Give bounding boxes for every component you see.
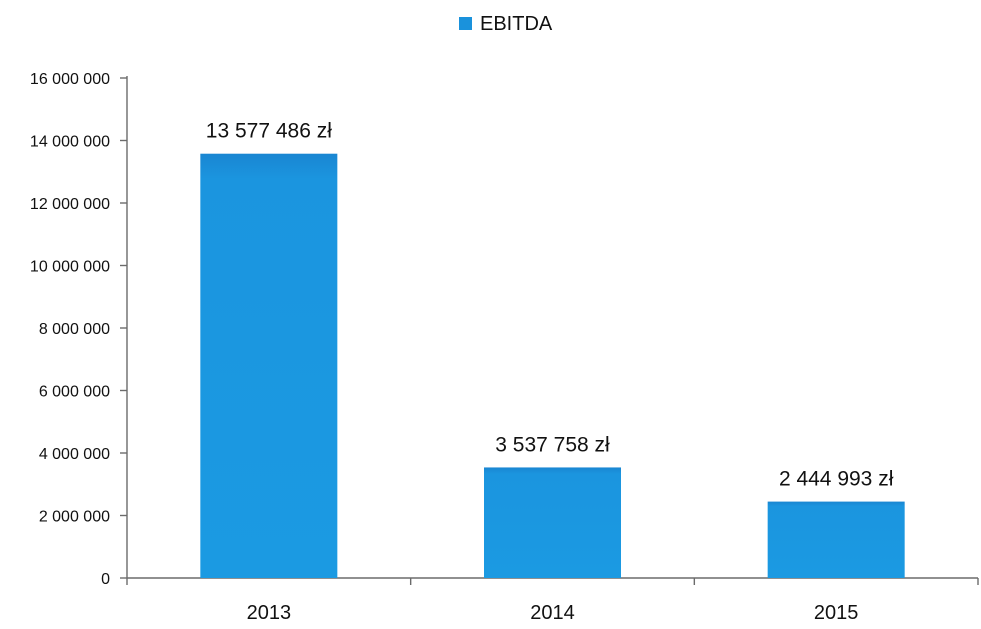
y-tick-label: 4 000 000 <box>39 446 110 463</box>
y-tick-label: 14 000 000 <box>30 134 110 151</box>
y-tick-label: 2 000 000 <box>39 509 110 526</box>
data-label-2015: 2 444 993 zł <box>779 468 894 491</box>
y-tick-label: 0 <box>101 571 110 588</box>
bars <box>200 153 905 579</box>
y-tick-label: 6 000 000 <box>39 384 110 401</box>
y-tick-label: 8 000 000 <box>39 321 110 338</box>
legend-swatch <box>459 17 472 30</box>
x-category-label: 2014 <box>530 602 575 624</box>
legend-label: EBITDA <box>480 13 553 35</box>
bar-2014 <box>484 467 621 578</box>
y-axis: 0 2 000 000 4 000 000 6 000 000 8 000 000 10 … <box>30 71 128 588</box>
bar-2013 <box>200 153 338 579</box>
legend: EBITDA <box>459 13 553 35</box>
bar-2015 <box>767 501 905 578</box>
x-category-label: 2015 <box>814 602 859 624</box>
x-category-label: 2013 <box>247 602 292 624</box>
y-tick-label: 10 000 000 <box>30 259 110 276</box>
data-label-2014: 3 537 758 zł <box>495 433 610 456</box>
x-axis: 2013 2014 2015 <box>126 577 979 624</box>
data-label-2013: 13 577 486 zł <box>206 120 332 143</box>
y-tick-label: 16 000 000 <box>30 71 110 88</box>
y-tick-label: 12 000 000 <box>30 196 110 213</box>
data-labels: 13 577 486 zł 3 537 758 zł 2 444 993 zł <box>206 120 894 491</box>
